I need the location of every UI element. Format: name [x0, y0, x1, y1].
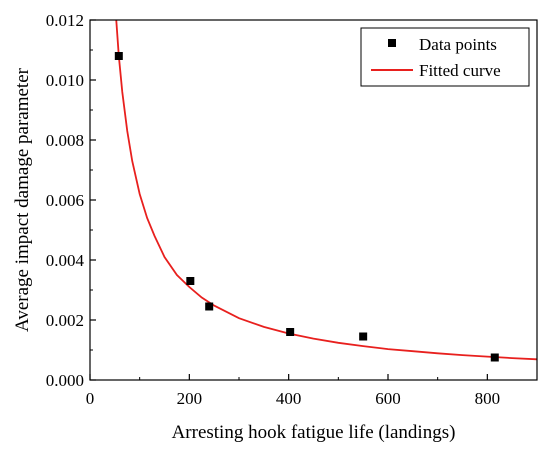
legend-box: [360, 27, 530, 87]
axes: 0 200 400 600 800 0.000 0.002 0.004 0.006 0.008 0.…: [46, 11, 500, 408]
legend-marker-data-points: [388, 39, 396, 47]
y-tick-label: 0.006: [46, 191, 84, 210]
data-point: [114, 52, 123, 60]
legend: Data points Fitted curve: [360, 27, 530, 87]
data-point: [205, 302, 214, 311]
data-point: [286, 328, 295, 336]
y-tick-label: 0.002: [46, 311, 84, 330]
fitted-curve-line: [115, 20, 537, 361]
y-tick-label: 0.010: [46, 71, 84, 90]
y-axis-title: Average impact damage parameter: [12, 67, 33, 332]
y-tick-label: 0.004: [46, 251, 85, 270]
y-tick-label: 0.000: [46, 371, 84, 390]
data-point: [359, 332, 368, 341]
plot-marks: [114, 20, 537, 362]
x-tick-label: 200: [177, 389, 203, 408]
x-axis-title: Arresting hook fatigue life (landings): [172, 422, 456, 443]
y-tick-label: 0.012: [46, 11, 84, 30]
data-point: [490, 353, 499, 362]
x-tick-label: 0: [86, 389, 95, 408]
legend-label-data-points: Data points: [419, 35, 497, 54]
y-tick-label: 0.008: [46, 131, 84, 150]
x-tick-label: 400: [276, 389, 302, 408]
x-tick-label: 600: [375, 389, 401, 408]
legend-label-fitted-curve: Fitted curve: [419, 61, 501, 80]
x-tick-label: 800: [475, 389, 501, 408]
data-point: [186, 277, 195, 285]
